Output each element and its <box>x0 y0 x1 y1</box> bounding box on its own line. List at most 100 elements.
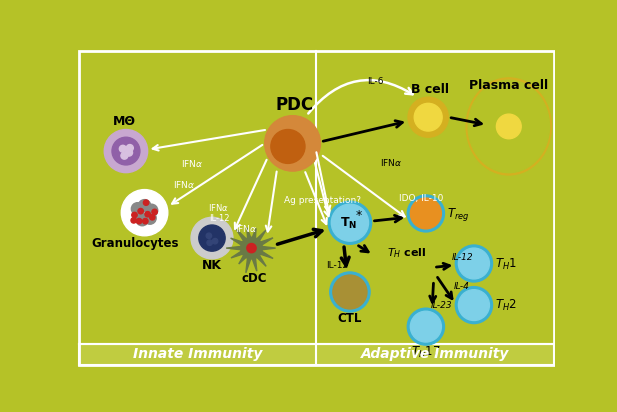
Polygon shape <box>252 248 266 266</box>
Text: $T_{reg}$: $T_{reg}$ <box>447 206 470 223</box>
Ellipse shape <box>478 89 540 164</box>
Text: IFN$\alpha$: IFN$\alpha$ <box>173 180 195 190</box>
Text: IL-4: IL-4 <box>453 282 470 291</box>
Circle shape <box>143 200 149 205</box>
Circle shape <box>138 208 143 214</box>
Ellipse shape <box>476 88 542 165</box>
Circle shape <box>336 278 364 306</box>
Circle shape <box>132 212 137 218</box>
Circle shape <box>455 245 492 282</box>
Circle shape <box>112 137 140 165</box>
Polygon shape <box>252 230 266 248</box>
Circle shape <box>462 293 486 317</box>
Circle shape <box>138 199 151 212</box>
Text: IL-12: IL-12 <box>452 253 474 262</box>
Circle shape <box>207 240 212 246</box>
Polygon shape <box>252 238 273 248</box>
Ellipse shape <box>486 97 532 156</box>
Ellipse shape <box>484 96 534 157</box>
Circle shape <box>131 218 136 223</box>
Circle shape <box>265 116 320 171</box>
Circle shape <box>328 201 371 244</box>
Ellipse shape <box>489 101 528 152</box>
Circle shape <box>126 145 133 152</box>
Polygon shape <box>226 246 252 250</box>
Circle shape <box>122 190 168 236</box>
Text: IL-12: IL-12 <box>326 260 349 269</box>
Circle shape <box>136 213 149 226</box>
Circle shape <box>458 290 489 321</box>
Ellipse shape <box>472 84 545 169</box>
Text: $T_H17$: $T_H17$ <box>411 344 441 360</box>
Ellipse shape <box>468 80 550 173</box>
Circle shape <box>408 97 449 137</box>
Circle shape <box>143 218 148 224</box>
Text: *: * <box>355 209 362 222</box>
Circle shape <box>407 308 444 345</box>
Polygon shape <box>239 248 252 264</box>
Circle shape <box>104 129 147 173</box>
Circle shape <box>413 314 438 339</box>
Circle shape <box>149 215 155 220</box>
Circle shape <box>145 211 151 217</box>
Polygon shape <box>252 248 273 258</box>
Circle shape <box>334 207 365 238</box>
Circle shape <box>410 198 441 229</box>
Ellipse shape <box>466 78 552 175</box>
Circle shape <box>333 275 367 309</box>
Circle shape <box>414 103 442 131</box>
Text: Innate Immunity: Innate Immunity <box>133 347 262 361</box>
Polygon shape <box>231 238 252 248</box>
Text: $\mathbf{T_N}$: $\mathbf{T_N}$ <box>340 216 357 231</box>
Text: IL-23: IL-23 <box>431 301 452 310</box>
Text: IFN$\alpha$: IFN$\alpha$ <box>235 222 257 234</box>
Ellipse shape <box>487 99 530 153</box>
Polygon shape <box>231 248 252 258</box>
Text: Adaptive Immunity: Adaptive Immunity <box>361 347 510 361</box>
Circle shape <box>247 243 256 253</box>
Text: IL-6: IL-6 <box>367 77 384 86</box>
Polygon shape <box>235 228 252 248</box>
Text: cDC: cDC <box>242 272 267 286</box>
Circle shape <box>407 195 444 232</box>
Text: $T_H1$: $T_H1$ <box>495 257 517 272</box>
Ellipse shape <box>482 94 536 159</box>
Bar <box>79 344 553 365</box>
Text: PDC: PDC <box>275 96 313 114</box>
Circle shape <box>152 209 157 215</box>
Circle shape <box>458 248 489 279</box>
Ellipse shape <box>474 86 544 167</box>
Text: NK: NK <box>202 259 222 272</box>
Circle shape <box>126 149 133 156</box>
Circle shape <box>121 152 128 159</box>
Text: IFN$\alpha$
IL-12: IFN$\alpha$ IL-12 <box>209 202 230 223</box>
Circle shape <box>206 233 212 239</box>
Polygon shape <box>252 246 276 250</box>
Text: Plasma cell: Plasma cell <box>470 79 549 92</box>
Text: $T_H2$: $T_H2$ <box>495 298 517 314</box>
Circle shape <box>199 225 225 251</box>
Circle shape <box>131 203 144 215</box>
Circle shape <box>136 218 142 224</box>
Circle shape <box>271 129 305 164</box>
Polygon shape <box>247 227 252 248</box>
Polygon shape <box>252 228 256 248</box>
Circle shape <box>146 204 158 217</box>
Circle shape <box>144 212 156 224</box>
Text: B cell: B cell <box>411 83 449 96</box>
Text: MΘ: MΘ <box>113 115 136 128</box>
Circle shape <box>413 201 438 226</box>
Circle shape <box>329 272 370 312</box>
Circle shape <box>462 251 486 276</box>
Text: IFN$\alpha$: IFN$\alpha$ <box>181 158 203 169</box>
Circle shape <box>119 145 126 152</box>
Circle shape <box>497 114 521 139</box>
Circle shape <box>241 237 262 259</box>
Polygon shape <box>252 248 257 271</box>
Circle shape <box>455 287 492 323</box>
Polygon shape <box>246 248 252 273</box>
Text: Granulocytes: Granulocytes <box>91 237 179 250</box>
Text: Ag presentation?: Ag presentation? <box>284 196 360 205</box>
Circle shape <box>212 239 218 244</box>
Text: IFN$\alpha$: IFN$\alpha$ <box>380 157 402 168</box>
